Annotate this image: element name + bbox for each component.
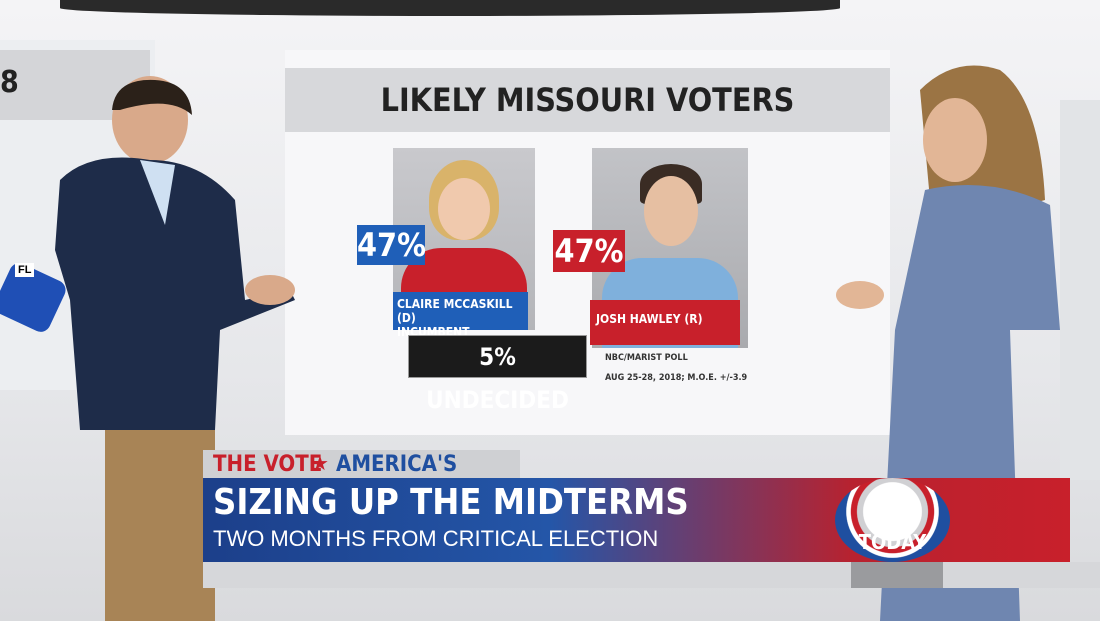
headline-banner: SIZING UP THE MIDTERMS TWO MONTHS FROM C…	[203, 478, 1070, 562]
right-wall-panel	[1060, 100, 1100, 480]
candidate-percent: 47%	[357, 225, 426, 265]
ceiling-arch	[60, 0, 840, 16]
subhead: TWO MONTHS FROM CRITICAL ELECTION	[213, 526, 659, 551]
candidate-percent: 47%	[553, 230, 625, 272]
left-panel-text: 8	[0, 65, 19, 100]
tag-star: ★	[311, 453, 329, 475]
tag-left: THE VOTE	[213, 452, 323, 477]
poll-detail: AUG 25-28, 2018; M.O.E. +/-3.9	[605, 373, 748, 383]
candidate-name: CLAIRE MCCASKILL (D)	[397, 297, 513, 325]
board-title: LIKELY MISSOURI VOTERS	[285, 68, 890, 132]
ticker-bar	[203, 562, 1100, 588]
logo: TODAY	[835, 478, 950, 562]
presenter-left	[55, 76, 295, 621]
poll-board: LIKELY MISSOURI VOTERS 47% CLAIRE MCCASK…	[285, 50, 890, 435]
headline: SIZING UP THE MIDTERMS	[213, 482, 689, 523]
tag-bar: THE VOTE ★ AMERICA'S FUTURE	[203, 450, 520, 502]
poll-source: NBC/MARIST POLL	[605, 353, 688, 363]
map-label: FL	[15, 263, 35, 277]
candidate-name: JOSH HAWLEY (R)	[590, 300, 740, 345]
logo-text: TODAY	[858, 530, 927, 554]
ticker-block	[851, 562, 943, 588]
undecided-box: 5% UNDECIDED	[408, 335, 587, 414]
